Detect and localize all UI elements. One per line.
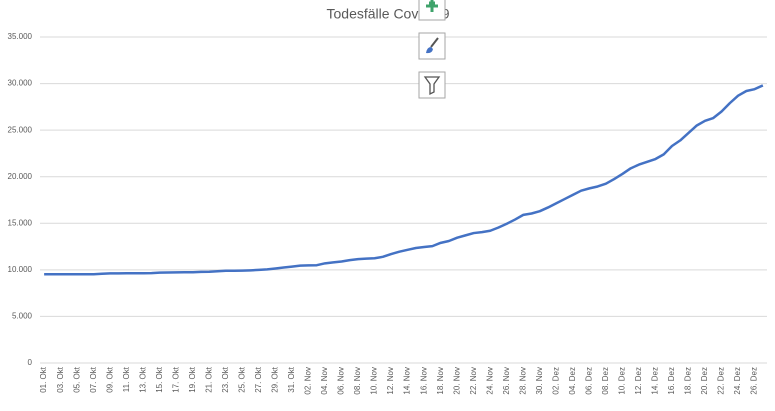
x-tick-label: 18. Dez — [684, 367, 693, 395]
plot-area: 0 5.000 10.000 15.000 20.000 25.000 30.000 35.0… — [8, 32, 767, 395]
x-tick-label: 18. Nov — [436, 367, 445, 395]
x-tick-label: 10. Dez — [618, 367, 627, 395]
x-tick-label: 14. Dez — [651, 367, 660, 395]
y-tick-label: 20.000 — [8, 172, 33, 181]
x-tick-label: 20. Nov — [452, 367, 461, 395]
x-tick-label: 05. Okt — [72, 366, 81, 393]
x-tick-label: 28. Nov — [518, 367, 527, 395]
x-tick-label: 17. Okt — [171, 366, 180, 393]
x-tick-label: 02. Nov — [304, 367, 313, 395]
x-tick-label: 04. Nov — [320, 367, 329, 395]
x-tick-label: 02. Dez — [551, 367, 560, 395]
x-tick-label: 23. Okt — [221, 366, 230, 393]
x-tick-label: 12. Dez — [634, 367, 643, 395]
line-series — [44, 84, 764, 276]
y-tick-label: 25.000 — [8, 125, 33, 134]
x-tick-label: 22. Nov — [469, 367, 478, 395]
x-tick-label: 14. Nov — [403, 367, 412, 395]
x-tick-label: 27. Okt — [254, 366, 263, 393]
x-tick-label: 03. Okt — [56, 366, 65, 393]
y-tick-label: 0 — [28, 358, 33, 367]
y-tick-label: 5.000 — [12, 312, 33, 321]
x-tick-label: 24. Nov — [485, 367, 494, 395]
x-tick-label: 29. Okt — [271, 366, 280, 393]
x-tick-label: 16. Nov — [419, 367, 428, 395]
x-tick-label: 06. Dez — [584, 367, 593, 395]
y-tick-label: 35.000 — [8, 32, 33, 41]
x-tick-label: 21. Okt — [204, 366, 213, 393]
x-tick-label: 26. Dez — [750, 367, 759, 395]
x-tick-label: 08. Nov — [353, 367, 362, 395]
y-tick-label: 15.000 — [8, 218, 33, 227]
x-tick-label: 20. Dez — [700, 367, 709, 395]
x-tick-label: 31. Okt — [287, 366, 296, 393]
x-tick-label: 11. Okt — [122, 366, 131, 392]
x-tick-label: 19. Okt — [188, 366, 197, 393]
chart-filters-button[interactable] — [418, 71, 446, 99]
x-tick-label: 22. Dez — [717, 367, 726, 395]
x-tick-label: 13. Okt — [138, 366, 147, 393]
x-tick-label: 26. Nov — [502, 367, 511, 395]
x-tick-label: 25. Okt — [238, 366, 247, 393]
x-tick-label: 30. Nov — [535, 367, 544, 395]
chart-elements-button[interactable] — [418, 0, 446, 21]
x-tick-label: 06. Nov — [337, 367, 346, 395]
x-tick-label: 16. Dez — [667, 367, 676, 395]
x-tick-label: 24. Dez — [733, 367, 742, 395]
x-tick-label: 10. Nov — [370, 367, 379, 395]
x-tick-label: 12. Nov — [386, 367, 395, 395]
x-tick-label: 09. Okt — [105, 366, 114, 393]
chart-styles-button[interactable] — [418, 32, 446, 60]
y-tick-label: 10.000 — [8, 265, 33, 274]
x-tick-label: 07. Okt — [89, 366, 98, 393]
x-tick-label: 15. Okt — [155, 366, 164, 393]
x-tick-label: 01. Okt — [39, 366, 48, 393]
x-tick-label: 08. Dez — [601, 367, 610, 395]
x-tick-label: 04. Dez — [568, 367, 577, 395]
y-tick-label: 30.000 — [8, 79, 33, 88]
